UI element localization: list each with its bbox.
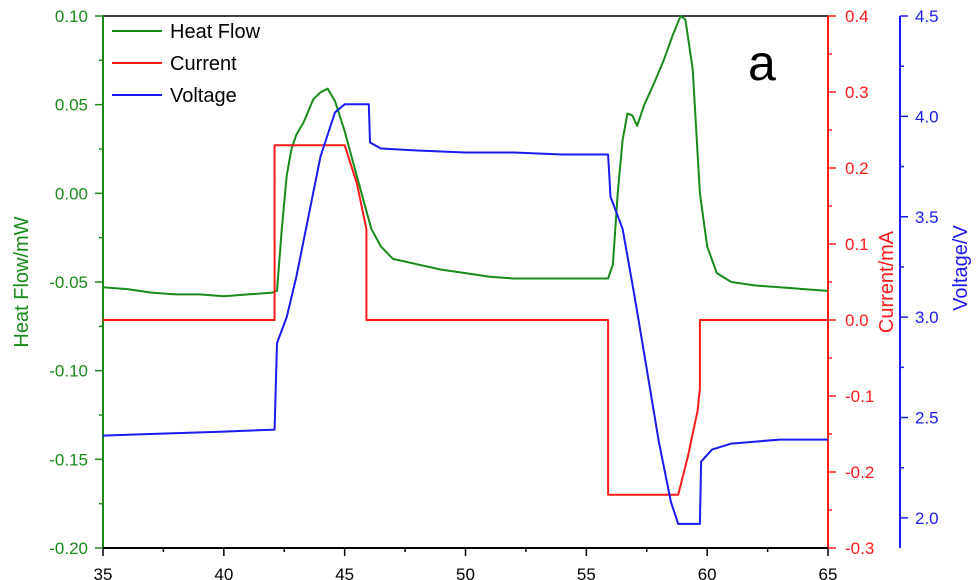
- x-tick-label: 40: [214, 565, 233, 580]
- legend-label-voltage: Voltage: [170, 85, 237, 107]
- current-tick-label: 0.4: [845, 7, 869, 26]
- x-tick-label: 65: [819, 565, 838, 580]
- legend-label-heat: Heat Flow: [170, 21, 261, 43]
- voltage-axis-label: Voltage/V: [950, 225, 972, 311]
- legend: Heat Flow Current Voltage: [112, 21, 261, 107]
- voltage-tick-label: 4.5: [915, 7, 939, 26]
- panel-label: a: [748, 35, 776, 91]
- current-tick-label: 0.0: [845, 311, 869, 330]
- heat-tick-label: -0.15: [49, 450, 88, 469]
- voltage-ticks: 4.5 4.0 3.5 3.0 2.5 2.0: [900, 7, 939, 528]
- current-ticks: 0.4 0.3 0.2 0.1 0.0 -0.1 -0.2 -0.3: [828, 7, 874, 558]
- current-tick-label: 0.1: [845, 235, 869, 254]
- current-axis-label: Current/mA: [876, 230, 898, 333]
- heat-tick-label: -0.20: [49, 539, 88, 558]
- x-ticks: 35 40 45 50 55 60 65: [94, 548, 838, 580]
- heat-tick-label: 0.10: [55, 7, 88, 26]
- legend-label-current: Current: [170, 53, 237, 75]
- heat-tick-label: -0.05: [49, 273, 88, 292]
- series-line-voltage: [102, 103, 828, 525]
- current-tick-label: -0.3: [845, 539, 874, 558]
- heat-tick-label: 0.05: [55, 96, 88, 115]
- heat-ticks: 0.10 0.05 0.00 -0.05 -0.10 -0.15 -0.20: [49, 7, 103, 558]
- x-tick-label: 50: [456, 565, 475, 580]
- current-tick-label: -0.1: [845, 387, 874, 406]
- current-tick-label: 0.3: [845, 83, 869, 102]
- heat-axis-label: Heat Flow/mW: [11, 216, 33, 347]
- current-tick-label: -0.2: [845, 463, 874, 482]
- x-tick-label: 55: [577, 565, 596, 580]
- heat-tick-label: 0.00: [55, 184, 88, 203]
- voltage-tick-label: 2.0: [915, 509, 939, 528]
- current-tick-label: 0.2: [845, 159, 869, 178]
- heat-tick-label: -0.10: [49, 362, 88, 381]
- x-tick-label: 60: [698, 565, 717, 580]
- series-lines: [102, 15, 829, 525]
- x-tick-label: 45: [335, 565, 354, 580]
- voltage-tick-label: 3.5: [915, 208, 939, 227]
- voltage-tick-label: 4.0: [915, 107, 939, 126]
- series-line-current: [103, 144, 828, 496]
- x-tick-label: 35: [94, 565, 113, 580]
- voltage-tick-label: 2.5: [915, 409, 939, 428]
- voltage-tick-label: 3.0: [915, 308, 939, 327]
- series-line-heat: [102, 15, 829, 298]
